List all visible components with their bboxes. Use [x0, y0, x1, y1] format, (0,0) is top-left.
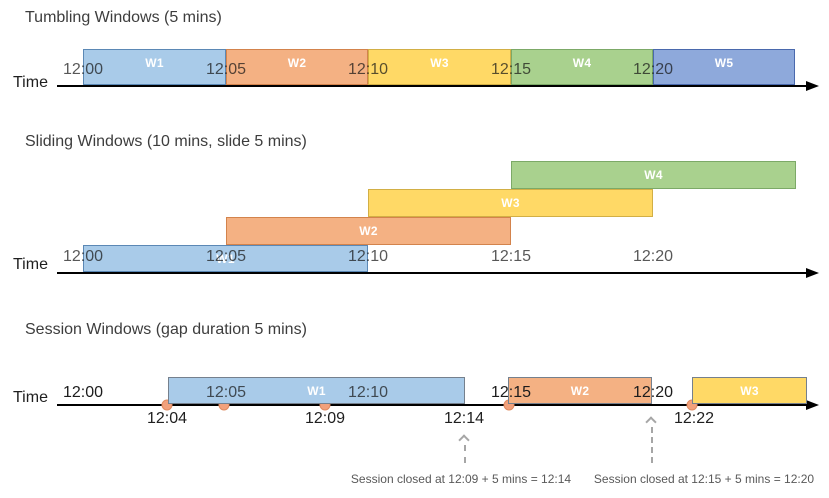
window-label: W5 — [714, 56, 734, 70]
session-close-note: Session closed at 12:09 + 5 mins = 12:14 — [350, 472, 572, 486]
session-close-note: Session closed at 12:15 + 5 mins = 12:20 — [593, 472, 815, 486]
session-close-arrowhead — [458, 434, 470, 446]
tick-label: 12:05 — [205, 61, 247, 78]
tick-label: 12:15 — [490, 384, 532, 401]
event-time-label: 12:04 — [146, 410, 188, 427]
tick-label: 12:10 — [347, 384, 389, 401]
tick-label: 12:15 — [490, 248, 532, 265]
window-label: W1 — [307, 383, 326, 398]
window-tumbling-w3: W3 — [368, 49, 511, 85]
tick-label: 12:00 — [62, 61, 104, 78]
window-label: W1 — [216, 251, 235, 266]
time-axis-tumbling — [57, 85, 806, 87]
window-label: W2 — [359, 224, 378, 238]
session-close-arrow-line — [651, 427, 653, 463]
time-axis-label-sliding: Time — [13, 256, 48, 273]
time-axis-session — [57, 404, 806, 406]
tick-label: 12:20 — [632, 384, 674, 401]
tick-label: 12:20 — [632, 248, 674, 265]
event-dot — [161, 399, 173, 411]
window-sliding-w3: W3 — [368, 189, 653, 217]
time-axis-arrowhead-session — [806, 400, 819, 410]
session-close-time-label: 12:14 — [443, 410, 485, 427]
time-axis-label-tumbling: Time — [13, 74, 48, 91]
window-tumbling-w2: W2 — [226, 49, 368, 85]
session-close-arrowhead — [645, 416, 657, 428]
tick-label: 12:10 — [347, 61, 389, 78]
section-title-session: Session Windows (gap duration 5 mins) — [25, 321, 307, 338]
section-title-sliding: Sliding Windows (10 mins, slide 5 mins) — [25, 133, 307, 150]
window-sliding-w2: W2 — [226, 217, 511, 245]
window-tumbling-w1: W1 — [83, 49, 226, 85]
window-label: W4 — [572, 56, 592, 70]
event-time-label: 12:22 — [673, 410, 715, 427]
time-axis-arrowhead-sliding — [806, 268, 819, 278]
window-label: W3 — [740, 383, 759, 398]
tick-label: 12:15 — [490, 61, 532, 78]
window-tumbling-w4: W4 — [511, 49, 653, 85]
window-tumbling-w5: W5 — [653, 49, 795, 85]
window-label: W4 — [644, 168, 663, 182]
window-label: W3 — [501, 196, 520, 210]
window-sliding-w1: W1 — [83, 245, 368, 272]
time-axis-sliding — [57, 272, 806, 274]
window-label: W1 — [145, 56, 164, 70]
tick-label: 12:10 — [347, 248, 389, 265]
event-time-label: 12:09 — [304, 410, 346, 427]
tick-label: 12:05 — [205, 384, 247, 401]
session-close-arrow-line — [464, 445, 466, 463]
time-axis-label-session: Time — [13, 389, 48, 406]
tick-label: 12:00 — [62, 384, 104, 401]
window-label: W2 — [287, 56, 307, 70]
tick-label: 12:20 — [632, 61, 674, 78]
window-sliding-w4: W4 — [511, 161, 796, 189]
tick-label: 12:00 — [62, 248, 104, 265]
window-session-w1: W1 — [168, 377, 465, 404]
window-session-w3: W3 — [692, 377, 807, 404]
window-label: W2 — [570, 383, 590, 398]
tick-label: 12:05 — [205, 248, 247, 265]
window-session-w2: W2 — [508, 377, 652, 404]
section-title-tumbling: Tumbling Windows (5 mins) — [25, 9, 222, 26]
window-label: W3 — [430, 56, 449, 70]
time-axis-arrowhead-tumbling — [806, 81, 819, 91]
